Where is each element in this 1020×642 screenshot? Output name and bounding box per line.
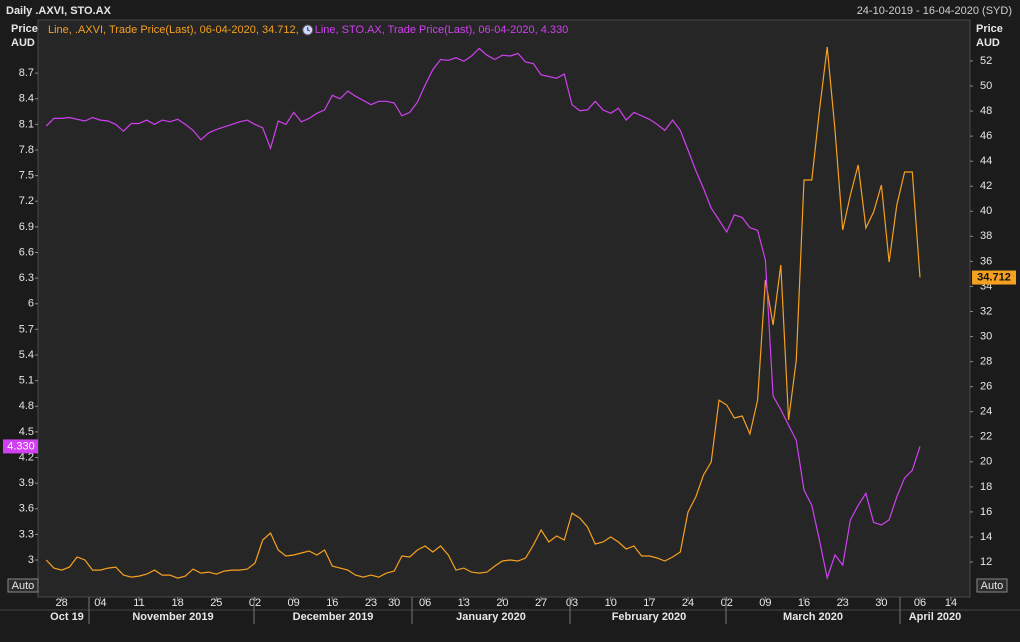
auto-button[interactable]: [7, 578, 39, 593]
y-tick-label: 8.1: [19, 118, 34, 130]
date-range: 24-10-2019 - 16-04-2020 (SYD): [857, 5, 1012, 17]
y-tick-label: 5.7: [19, 323, 34, 335]
x-tick-label: 30: [388, 597, 400, 609]
y2-tick-label: 46: [980, 130, 992, 142]
y-tick-label: 6.9: [19, 221, 34, 233]
y2-tick-label: 42: [980, 180, 992, 192]
y-tick-label: 8.7: [19, 67, 34, 79]
last-value-marker: [972, 270, 1016, 285]
y-tick-label: 5.4: [19, 349, 34, 361]
y2-tick-label: 36: [980, 255, 992, 267]
y2-tick-label: 32: [980, 305, 992, 317]
y-axis-label: AUD: [11, 37, 35, 49]
month-label: January 2020: [456, 611, 526, 623]
y-tick-label: 3: [28, 554, 34, 566]
y2-tick-label: 22: [980, 431, 992, 443]
x-tick-label: 23: [837, 597, 849, 609]
y2-axis-label: Price: [976, 23, 1003, 35]
month-label: November 2019: [132, 611, 213, 623]
series-line: [45, 46, 921, 579]
auto-button-label[interactable]: Auto: [981, 580, 1004, 592]
y2-tick-label: 28: [980, 356, 992, 368]
x-tick-label: 03: [566, 597, 578, 609]
x-tick-label: 04: [94, 597, 106, 609]
month-label: April 2020: [909, 611, 962, 623]
x-tick-label: 24: [682, 597, 694, 609]
chart-title: Daily .AXVI, STO.AX: [6, 5, 112, 17]
y2-tick-label: 26: [980, 381, 992, 393]
last-value-label: 4.330: [7, 440, 35, 452]
y-tick-label: 8.4: [19, 93, 34, 105]
plot-area: [37, 19, 971, 598]
x-tick-label: 28: [56, 597, 68, 609]
month-label: February 2020: [612, 611, 687, 623]
y2-tick-label: 48: [980, 105, 992, 117]
y-tick-label: 5.1: [19, 375, 34, 387]
x-tick-label: 30: [875, 597, 887, 609]
x-tick-label: 16: [326, 597, 338, 609]
x-tick-label: 16: [798, 597, 810, 609]
last-value-label: 34.712: [977, 271, 1011, 283]
y-tick-label: 4.2: [19, 451, 34, 463]
y-tick-label: 6.3: [19, 272, 34, 284]
x-tick-label: 10: [605, 597, 617, 609]
x-tick-label: 14: [945, 597, 957, 609]
y-tick-label: 3.3: [19, 528, 34, 540]
x-tick-label: 27: [535, 597, 547, 609]
x-tick-label: 06: [419, 597, 431, 609]
x-tick-label: 09: [288, 597, 300, 609]
y-tick-label: 7.8: [19, 144, 34, 156]
y-tick-label: 4.5: [19, 426, 34, 438]
x-tick-label: 02: [721, 597, 733, 609]
y-tick-label: 7.5: [19, 170, 34, 182]
x-tick-label: 20: [496, 597, 508, 609]
y2-tick-label: 50: [980, 80, 992, 92]
y2-tick-label: 14: [980, 531, 992, 543]
y2-tick-label: 38: [980, 230, 992, 242]
last-value-marker: [3, 439, 38, 454]
y-tick-label: 6: [28, 298, 34, 310]
y2-tick-label: 16: [980, 506, 992, 518]
auto-button-label[interactable]: Auto: [12, 580, 35, 592]
y2-axis-label: AUD: [976, 37, 1000, 49]
month-label: December 2019: [293, 611, 374, 623]
series-line: [45, 47, 921, 581]
x-tick-label: 23: [365, 597, 377, 609]
y-tick-label: 7.2: [19, 195, 34, 207]
x-tick-label: 09: [759, 597, 771, 609]
month-label: March 2020: [783, 611, 843, 623]
x-tick-label: 06: [914, 597, 926, 609]
legend-entry: Line, .AXVI, Trade Price(Last), 06-04-20…: [48, 24, 299, 36]
y-tick-label: 6.6: [19, 246, 34, 258]
y2-tick-label: 24: [980, 406, 992, 418]
legend-icon: [307, 27, 310, 32]
x-tick-label: 13: [458, 597, 470, 609]
y-tick-label: 4.8: [19, 400, 34, 412]
y-tick-label: 3.9: [19, 477, 34, 489]
x-tick-label: 18: [172, 597, 184, 609]
auto-button[interactable]: [976, 578, 1008, 593]
month-label: Oct 19: [50, 611, 84, 623]
x-tick-label: 25: [210, 597, 222, 609]
legend-entry: Line, STO.AX, Trade Price(Last), 06-04-2…: [315, 24, 569, 36]
x-tick-label: 11: [133, 597, 144, 609]
y2-tick-label: 44: [980, 155, 992, 167]
y2-tick-label: 12: [980, 556, 992, 568]
x-tick-label: 17: [643, 597, 655, 609]
y2-tick-label: 30: [980, 330, 992, 342]
y2-tick-label: 20: [980, 456, 992, 468]
y2-tick-label: 40: [980, 205, 992, 217]
y2-tick-label: 52: [980, 55, 992, 67]
y2-tick-label: 18: [980, 481, 992, 493]
x-tick-label: 02: [249, 597, 261, 609]
y-axis-label: Price: [11, 23, 38, 35]
y-tick-label: 3.6: [19, 503, 34, 515]
